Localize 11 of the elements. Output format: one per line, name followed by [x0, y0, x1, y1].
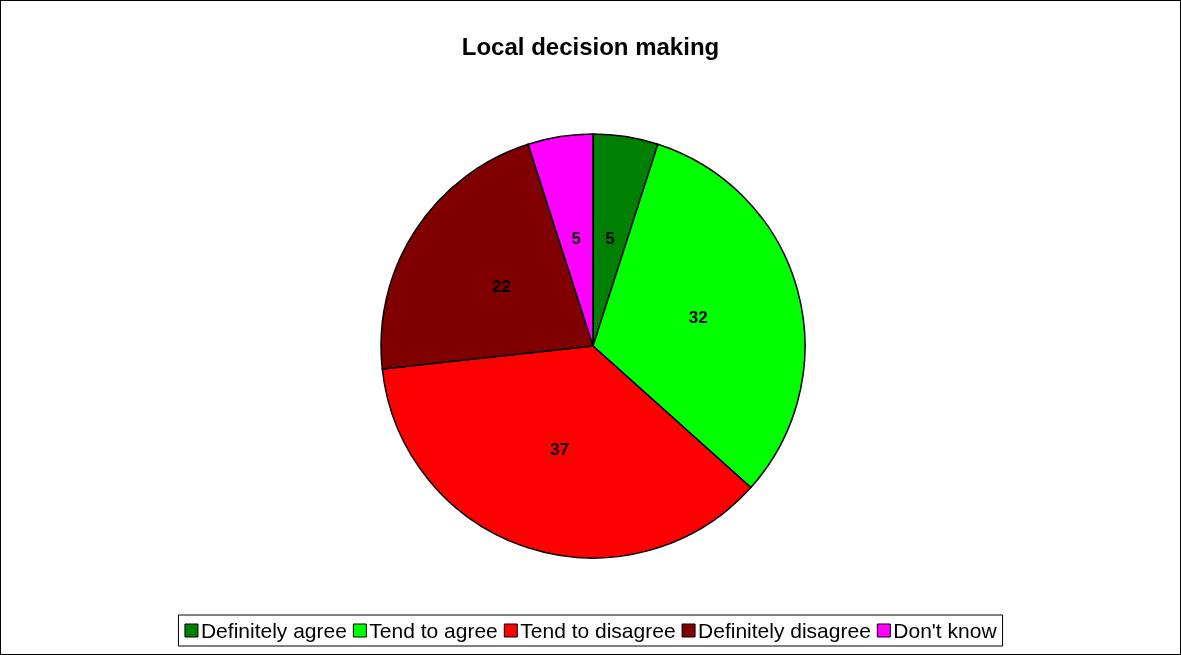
- data-label: 22: [492, 277, 512, 297]
- legend-label: Definitely agree: [200, 619, 347, 642]
- legend-label: Definitely disagree: [698, 619, 871, 642]
- legend-label: Don't know: [893, 619, 998, 642]
- data-label: 37: [550, 440, 570, 460]
- chart-title: Local decision making: [461, 32, 720, 60]
- data-label: 5: [571, 228, 581, 248]
- legend-label: Tend to disagree: [520, 619, 676, 642]
- data-label: 32: [688, 308, 708, 328]
- legend-label: Tend to agree: [369, 619, 498, 642]
- data-label: 5: [605, 228, 615, 248]
